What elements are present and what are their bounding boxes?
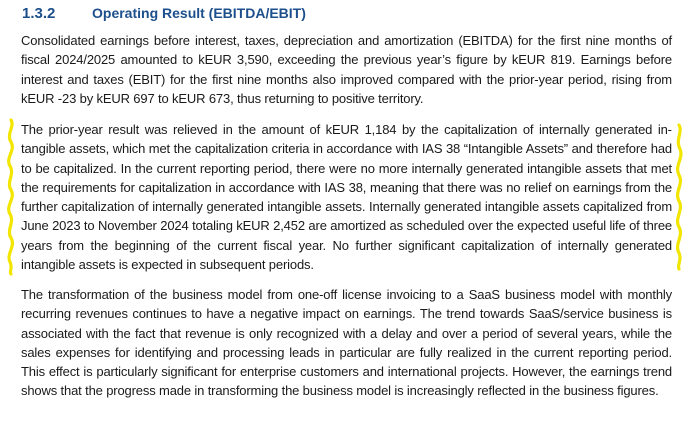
section-heading: 1.3.2 Operating Result (EBITDA/EBIT) — [22, 5, 306, 23]
section-title: Operating Result (EBITDA/EBIT) — [92, 5, 306, 21]
right-highlight-mark — [675, 123, 683, 271]
left-highlight-mark — [7, 118, 14, 276]
section-number: 1.3.2 — [22, 5, 56, 22]
paragraph-business-model-transformation: The transformation of the business model… — [21, 287, 672, 399]
paragraph-ebitda-ebit: Consolidated earnings before interest, t… — [21, 33, 672, 106]
paragraph-prior-year-capitalization: The prior-year result was relieved in th… — [21, 122, 672, 273]
